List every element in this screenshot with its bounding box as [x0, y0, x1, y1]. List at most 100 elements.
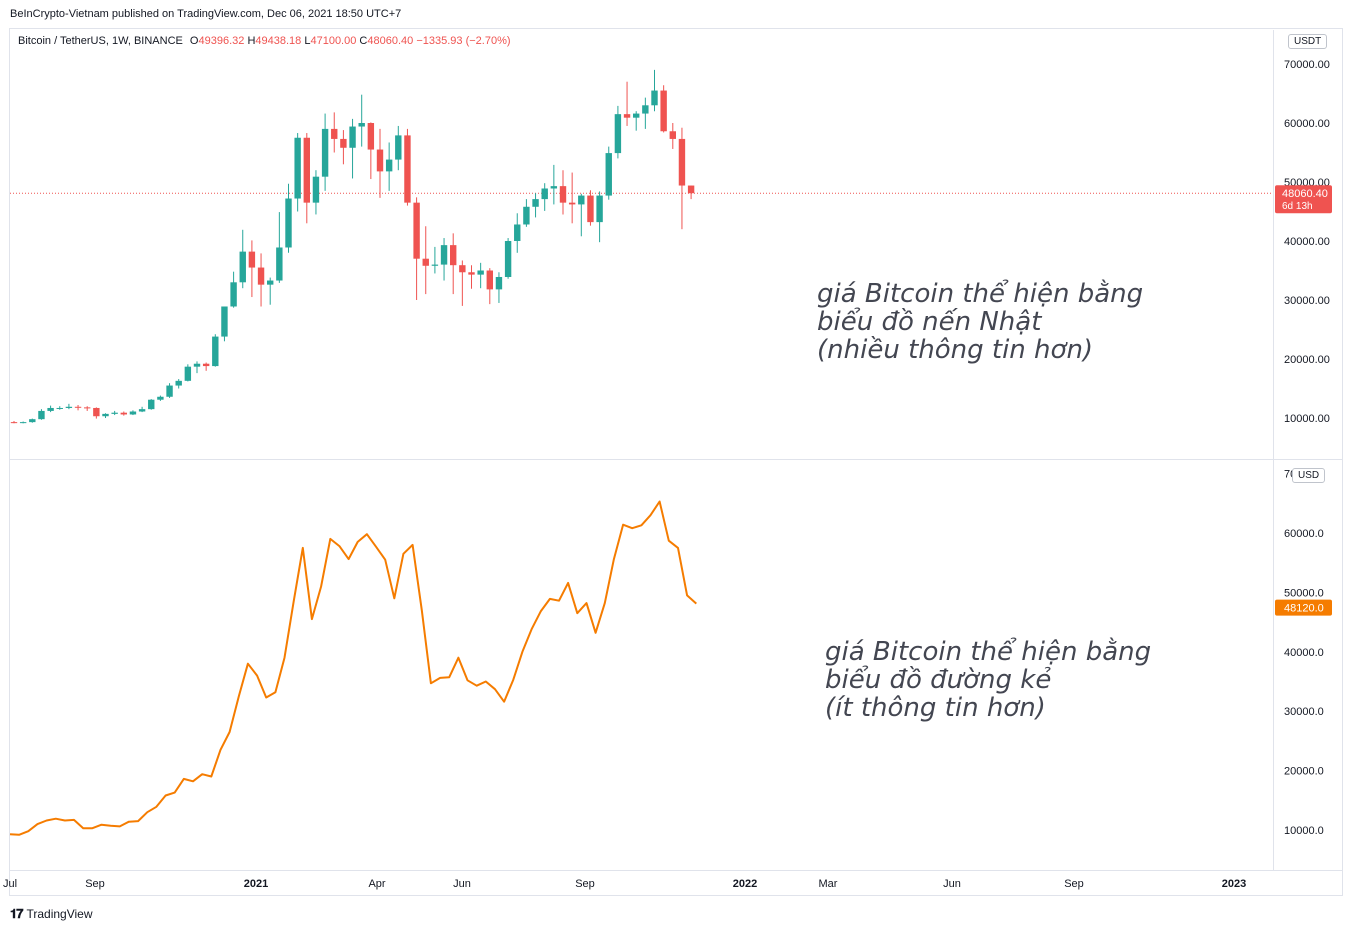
candle-body — [440, 245, 448, 265]
bottom-price-tick: 40000.0 — [1284, 647, 1324, 659]
bottom-price-tick: 50000.0 — [1284, 587, 1324, 599]
candle-body — [450, 245, 457, 266]
top-price-tick: 10000.00 — [1284, 413, 1330, 425]
top-price-tick: 70000.00 — [1284, 59, 1330, 71]
candle-body — [257, 267, 265, 285]
time-axis-tick: Jun — [943, 878, 961, 890]
candle-body — [294, 137, 301, 199]
open-label: O — [189, 35, 199, 47]
candle-body — [47, 407, 54, 411]
candle-body — [431, 264, 439, 266]
bottom-price-tag-bg — [1275, 599, 1332, 616]
candle-body — [19, 422, 27, 424]
top-annotation: giá Bitcoin thể hiện bằng biểu đồ nến Nh… — [817, 279, 1144, 365]
time-axis-tick: Sep — [85, 878, 105, 890]
candle-body — [221, 306, 228, 337]
candle-body — [212, 336, 219, 367]
time-axis-tick: 2021 — [244, 878, 268, 890]
candle-body — [404, 135, 411, 203]
time-axis-tick: Mar — [819, 878, 838, 890]
candle-body — [578, 195, 585, 205]
candle-body — [202, 363, 210, 367]
candle-body — [468, 272, 475, 275]
candle-body — [175, 380, 182, 386]
candle-body — [459, 265, 466, 273]
candle-body — [340, 138, 347, 148]
candle-body — [303, 137, 310, 203]
candle-body — [660, 90, 667, 132]
candle-body — [184, 366, 192, 381]
low-value: 47100.00 — [310, 35, 357, 47]
symbol-label[interactable]: Bitcoin / TetherUS, 1W, BINANCE — [18, 35, 183, 47]
time-axis-tick: 2022 — [733, 878, 757, 890]
candle-body — [267, 280, 274, 285]
candle-body — [669, 131, 676, 139]
tradingview-logo-icon[interactable]: 𝟏𝟕 — [10, 906, 24, 921]
candle-body — [541, 188, 548, 200]
top-price-tick: 30000.00 — [1284, 295, 1330, 307]
close-label: C — [359, 35, 368, 47]
candle-body — [102, 413, 109, 417]
candle-body — [385, 159, 393, 172]
candle-body — [84, 407, 91, 409]
candle-body — [111, 412, 118, 414]
candle-body — [678, 138, 686, 186]
footer: 𝟏𝟕 TradingView — [10, 906, 93, 922]
footer-brand[interactable]: TradingView — [26, 907, 93, 921]
candle-body — [38, 410, 45, 420]
time-axis-tick: Jul — [3, 878, 17, 890]
top-currency-button[interactable]: USDT — [1288, 34, 1328, 49]
candle-body — [614, 114, 622, 154]
bottom-price-tick: 60000.0 — [1284, 528, 1324, 540]
candle-body — [651, 90, 658, 106]
candle-body — [367, 123, 375, 150]
candle-body — [285, 198, 292, 248]
candle-body — [166, 385, 173, 397]
candle-body — [56, 407, 63, 409]
candle-body — [230, 282, 237, 307]
candle-body — [532, 199, 539, 207]
candle-body — [687, 185, 695, 194]
low-label: L — [304, 35, 311, 47]
candle-body — [29, 419, 36, 423]
candle-body — [633, 113, 640, 118]
candle-body — [129, 411, 137, 415]
candle-body — [550, 186, 558, 189]
candle-body — [138, 409, 146, 412]
candle-body — [248, 251, 256, 268]
bottom-annotation: giá Bitcoin thể hiện bằng biểu đồ đường … — [825, 637, 1152, 723]
candle-body — [193, 363, 201, 367]
candle-body — [312, 176, 320, 203]
bottom-price-tick: 30000.0 — [1284, 706, 1324, 718]
change-value: −1335.93 (−2.70%) — [416, 35, 511, 47]
candle-body — [422, 258, 429, 266]
open-value: 49396.32 — [198, 35, 245, 47]
chart-frame — [9, 28, 1343, 896]
candle-body — [331, 128, 338, 139]
candle-body — [74, 406, 82, 408]
bottom-price-tick: 20000.0 — [1284, 766, 1324, 778]
published-caption: BeInCrypto-Vietnam published on TradingV… — [10, 8, 402, 20]
time-axis-tick: 2023 — [1222, 878, 1246, 890]
candle-body — [568, 202, 576, 205]
candle-body — [349, 126, 356, 148]
candle-body — [623, 114, 631, 118]
top-countdown: 6d 13h — [1282, 201, 1313, 212]
bottom-currency-button[interactable]: USD — [1292, 468, 1326, 483]
candle-body — [523, 206, 530, 225]
candle-body — [239, 251, 246, 283]
candle-body — [514, 224, 521, 241]
bottom-price-tag: 48120.0 — [1284, 603, 1324, 615]
candle-body — [559, 186, 567, 203]
high-label: H — [247, 35, 256, 47]
candle-body — [486, 270, 493, 290]
candle-body — [276, 247, 283, 281]
top-price-tick: 20000.00 — [1284, 354, 1330, 366]
candle-body — [587, 195, 594, 223]
candle-body — [148, 399, 155, 410]
time-axis-tick: Sep — [1064, 878, 1084, 890]
top-price-tag-bg — [1275, 185, 1332, 214]
candle-body — [93, 407, 100, 417]
candle-body — [642, 105, 649, 114]
